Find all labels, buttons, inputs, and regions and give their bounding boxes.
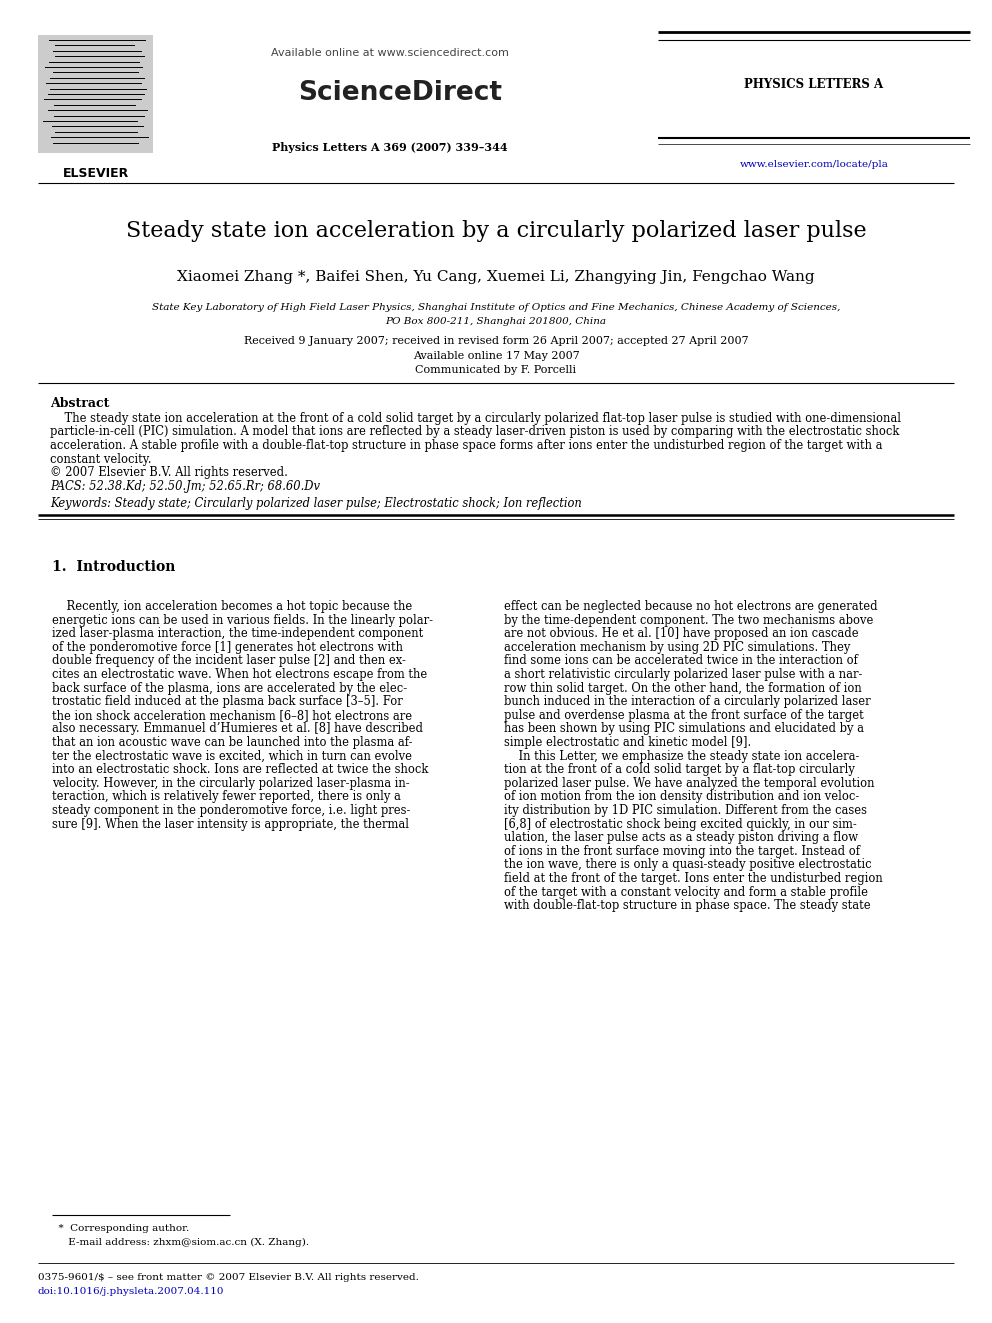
- Text: pulse and overdense plasma at the front surface of the target: pulse and overdense plasma at the front …: [504, 709, 864, 722]
- Text: sure [9]. When the laser intensity is appropriate, the thermal: sure [9]. When the laser intensity is ap…: [52, 818, 409, 831]
- Text: acceleration. A stable profile with a double-flat-top structure in phase space f: acceleration. A stable profile with a do…: [50, 439, 883, 452]
- Text: ity distribution by 1D PIC simulation. Different from the cases: ity distribution by 1D PIC simulation. D…: [504, 804, 867, 818]
- Text: Received 9 January 2007; received in revised form 26 April 2007; accepted 27 Apr: Received 9 January 2007; received in rev…: [244, 336, 748, 347]
- Text: effect can be neglected because no hot electrons are generated: effect can be neglected because no hot e…: [504, 601, 878, 613]
- Text: acceleration mechanism by using 2D PIC simulations. They: acceleration mechanism by using 2D PIC s…: [504, 640, 850, 654]
- Text: 1.  Introduction: 1. Introduction: [52, 560, 176, 574]
- Text: State Key Laboratory of High Field Laser Physics, Shanghai Institute of Optics a: State Key Laboratory of High Field Laser…: [152, 303, 840, 312]
- Text: cites an electrostatic wave. When hot electrons escape from the: cites an electrostatic wave. When hot el…: [52, 668, 428, 681]
- Text: velocity. However, in the circularly polarized laser-plasma in-: velocity. However, in the circularly pol…: [52, 777, 410, 790]
- Text: The steady state ion acceleration at the front of a cold solid target by a circu: The steady state ion acceleration at the…: [50, 411, 901, 425]
- Text: of the ponderomotive force [1] generates hot electrons with: of the ponderomotive force [1] generates…: [52, 640, 403, 654]
- Text: © 2007 Elsevier B.V. All rights reserved.: © 2007 Elsevier B.V. All rights reserved…: [50, 466, 288, 479]
- Bar: [38, 34, 153, 153]
- Text: energetic ions can be used in various fields. In the linearly polar-: energetic ions can be used in various fi…: [52, 614, 433, 627]
- Text: has been shown by using PIC simulations and elucidated by a: has been shown by using PIC simulations …: [504, 722, 864, 736]
- Text: also necessary. Emmanuel d’Humieres et al. [8] have described: also necessary. Emmanuel d’Humieres et a…: [52, 722, 423, 736]
- Text: ulation, the laser pulse acts as a steady piston driving a flow: ulation, the laser pulse acts as a stead…: [504, 831, 858, 844]
- Text: field at the front of the target. Ions enter the undisturbed region: field at the front of the target. Ions e…: [504, 872, 883, 885]
- Text: doi:10.1016/j.physleta.2007.04.110: doi:10.1016/j.physleta.2007.04.110: [38, 1287, 224, 1297]
- Text: *  Corresponding author.: * Corresponding author.: [52, 1224, 189, 1233]
- Text: ELSEVIER: ELSEVIER: [62, 167, 129, 180]
- Text: teraction, which is relatively fewer reported, there is only a: teraction, which is relatively fewer rep…: [52, 790, 401, 803]
- Text: Xiaomei Zhang *, Baifei Shen, Yu Cang, Xuemei Li, Zhangying Jin, Fengchao Wang: Xiaomei Zhang *, Baifei Shen, Yu Cang, X…: [178, 270, 814, 284]
- Text: Communicated by F. Porcelli: Communicated by F. Porcelli: [416, 365, 576, 374]
- Text: ScienceDirect: ScienceDirect: [298, 79, 502, 106]
- Text: simple electrostatic and kinetic model [9].: simple electrostatic and kinetic model […: [504, 736, 751, 749]
- Text: polarized laser pulse. We have analyzed the temporal evolution: polarized laser pulse. We have analyzed …: [504, 777, 875, 790]
- Text: Recently, ion acceleration becomes a hot topic because the: Recently, ion acceleration becomes a hot…: [52, 601, 413, 613]
- Text: that an ion acoustic wave can be launched into the plasma af-: that an ion acoustic wave can be launche…: [52, 736, 413, 749]
- Text: tion at the front of a cold solid target by a flat-top circularly: tion at the front of a cold solid target…: [504, 763, 855, 777]
- Text: Available online 17 May 2007: Available online 17 May 2007: [413, 351, 579, 361]
- Text: ized laser-plasma interaction, the time-independent component: ized laser-plasma interaction, the time-…: [52, 627, 424, 640]
- Text: with double-flat-top structure in phase space. The steady state: with double-flat-top structure in phase …: [504, 900, 871, 912]
- Text: Abstract: Abstract: [50, 397, 109, 410]
- Text: by the time-dependent component. The two mechanisms above: by the time-dependent component. The two…: [504, 614, 873, 627]
- Text: PO Box 800-211, Shanghai 201800, China: PO Box 800-211, Shanghai 201800, China: [386, 318, 606, 325]
- Text: ter the electrostatic wave is excited, which in turn can evolve: ter the electrostatic wave is excited, w…: [52, 750, 412, 762]
- Text: of ions in the front surface moving into the target. Instead of: of ions in the front surface moving into…: [504, 845, 860, 857]
- Text: Keywords: Steady state; Circularly polarized laser pulse; Electrostatic shock; I: Keywords: Steady state; Circularly polar…: [50, 497, 581, 509]
- Text: of the target with a constant velocity and form a stable profile: of the target with a constant velocity a…: [504, 885, 868, 898]
- Text: PHYSICS LETTERS A: PHYSICS LETTERS A: [744, 78, 884, 91]
- Text: trostatic field induced at the plasma back surface [3–5]. For: trostatic field induced at the plasma ba…: [52, 695, 403, 708]
- Text: Physics Letters A 369 (2007) 339–344: Physics Letters A 369 (2007) 339–344: [272, 142, 508, 153]
- Text: www.elsevier.com/locate/pla: www.elsevier.com/locate/pla: [740, 160, 889, 169]
- Text: a short relativistic circularly polarized laser pulse with a nar-: a short relativistic circularly polarize…: [504, 668, 862, 681]
- Text: constant velocity.: constant velocity.: [50, 452, 152, 466]
- Text: find some ions can be accelerated twice in the interaction of: find some ions can be accelerated twice …: [504, 655, 858, 667]
- Text: [6,8] of electrostatic shock being excited quickly, in our sim-: [6,8] of electrostatic shock being excit…: [504, 818, 857, 831]
- Text: steady component in the ponderomotive force, i.e. light pres-: steady component in the ponderomotive fo…: [52, 804, 411, 818]
- Text: particle-in-cell (PIC) simulation. A model that ions are reflected by a steady l: particle-in-cell (PIC) simulation. A mod…: [50, 426, 900, 438]
- Text: 0375-9601/$ – see front matter © 2007 Elsevier B.V. All rights reserved.: 0375-9601/$ – see front matter © 2007 El…: [38, 1273, 419, 1282]
- Text: are not obvious. He et al. [10] have proposed an ion cascade: are not obvious. He et al. [10] have pro…: [504, 627, 859, 640]
- Text: E-mail address: zhxm@siom.ac.cn (X. Zhang).: E-mail address: zhxm@siom.ac.cn (X. Zhan…: [52, 1238, 310, 1248]
- Text: the ion shock acceleration mechanism [6–8] hot electrons are: the ion shock acceleration mechanism [6–…: [52, 709, 412, 722]
- Text: Steady state ion acceleration by a circularly polarized laser pulse: Steady state ion acceleration by a circu…: [126, 220, 866, 242]
- Text: into an electrostatic shock. Ions are reflected at twice the shock: into an electrostatic shock. Ions are re…: [52, 763, 429, 777]
- Text: double frequency of the incident laser pulse [2] and then ex-: double frequency of the incident laser p…: [52, 655, 406, 667]
- Text: Available online at www.sciencedirect.com: Available online at www.sciencedirect.co…: [271, 48, 509, 58]
- Text: row thin solid target. On the other hand, the formation of ion: row thin solid target. On the other hand…: [504, 681, 862, 695]
- Text: back surface of the plasma, ions are accelerated by the elec-: back surface of the plasma, ions are acc…: [52, 681, 407, 695]
- Text: of ion motion from the ion density distribution and ion veloc-: of ion motion from the ion density distr…: [504, 790, 859, 803]
- Text: In this Letter, we emphasize the steady state ion accelera-: In this Letter, we emphasize the steady …: [504, 750, 859, 762]
- Text: bunch induced in the interaction of a circularly polarized laser: bunch induced in the interaction of a ci…: [504, 695, 871, 708]
- Text: PACS: 52.38.Kd; 52.50.Jm; 52.65.Rr; 68.60.Dv: PACS: 52.38.Kd; 52.50.Jm; 52.65.Rr; 68.6…: [50, 480, 320, 493]
- Text: the ion wave, there is only a quasi-steady positive electrostatic: the ion wave, there is only a quasi-stea…: [504, 859, 872, 872]
